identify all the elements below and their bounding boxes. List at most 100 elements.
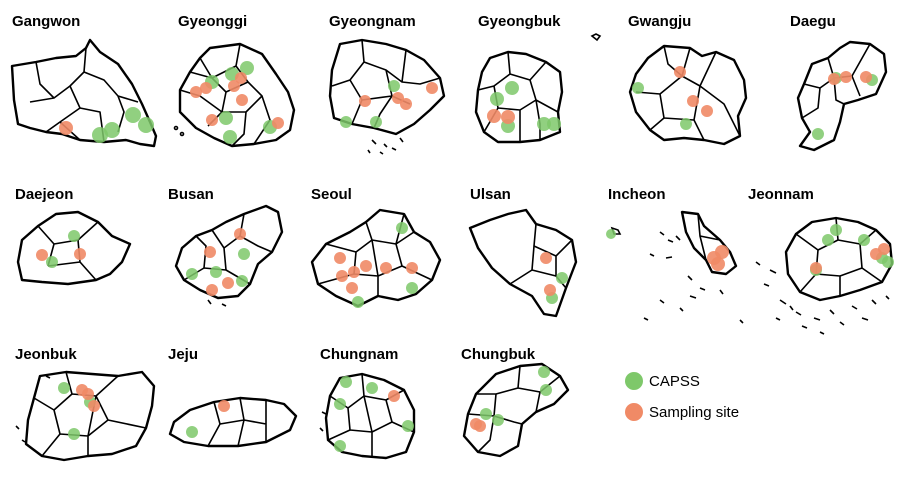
- capss-marker-seoul: [352, 296, 364, 308]
- sampling-marker-jeonnam: [878, 243, 890, 255]
- sampling-marker-busan: [222, 277, 234, 289]
- region-map-chungnam: [319, 372, 416, 460]
- sampling-marker-incheon: [711, 257, 725, 271]
- region-map-gwangju: [590, 33, 748, 146]
- panel-title-gyeongnam: Gyeongnam: [329, 13, 416, 30]
- legend-sampling-label: Sampling site: [649, 404, 739, 421]
- sampling-marker-gyeongnam: [400, 98, 412, 110]
- panel-title-gangwon: Gangwon: [12, 13, 80, 30]
- panel-title-chungnam: Chungnam: [320, 346, 398, 363]
- sampling-marker-daegu: [828, 73, 840, 85]
- capss-marker-gyeongbuk: [537, 117, 551, 131]
- legend-sampling-swatch: [625, 403, 643, 421]
- capss-marker-chungnam: [366, 382, 378, 394]
- capss-marker-daegu: [812, 128, 824, 140]
- sampling-marker-seoul: [380, 262, 392, 274]
- sampling-marker-chungbuk: [474, 420, 486, 432]
- capss-marker-gyeongbuk: [490, 92, 504, 106]
- capss-marker-seoul: [406, 282, 418, 294]
- panel-title-gyeonggi: Gyeonggi: [178, 13, 247, 30]
- capss-marker-gangwon: [138, 117, 154, 133]
- sampling-marker-gyeonggi: [200, 82, 212, 94]
- region-map-daegu: [796, 40, 888, 152]
- capss-marker-gyeongnam: [388, 80, 400, 92]
- capss-marker-jeonnam: [822, 234, 834, 246]
- sampling-marker-daejeon: [36, 249, 48, 261]
- capss-marker-incheon: [606, 229, 616, 239]
- sampling-marker-ulsan: [544, 284, 556, 296]
- capss-marker-chungnam: [334, 440, 346, 452]
- capss-marker-busan: [186, 268, 198, 280]
- capss-marker-daejeon: [68, 230, 80, 242]
- sampling-marker-gangwon: [59, 121, 73, 135]
- sampling-marker-gyeonggi: [228, 80, 240, 92]
- capss-marker-jeonnam: [858, 234, 870, 246]
- sampling-marker-gyeongnam: [359, 95, 371, 107]
- sampling-marker-jeonbuk: [82, 388, 94, 400]
- capss-marker-chungnam: [402, 420, 414, 432]
- capss-marker-jeonbuk: [68, 428, 80, 440]
- sampling-marker-busan: [204, 246, 216, 258]
- region-map-incheon: [606, 210, 744, 324]
- sampling-marker-gyeongbuk: [487, 109, 501, 123]
- sampling-marker-gyeonggi: [272, 117, 284, 129]
- region-map-gangwon: [10, 38, 158, 148]
- sampling-marker-jeju: [218, 400, 230, 412]
- region-map-daejeon: [16, 210, 132, 286]
- panel-title-ulsan: Ulsan: [470, 186, 511, 203]
- capss-marker-busan: [210, 266, 222, 278]
- capss-marker-gwangju: [632, 82, 644, 94]
- sampling-marker-incheon: [715, 245, 729, 259]
- sampling-marker-gwangju: [674, 66, 686, 78]
- sampling-marker-busan: [234, 228, 246, 240]
- legend: CAPSS Sampling site: [625, 372, 739, 421]
- capss-marker-busan: [236, 275, 248, 287]
- capss-marker-busan: [238, 248, 250, 260]
- region-map-ulsan: [468, 208, 578, 318]
- capss-marker-gangwon: [125, 107, 141, 123]
- sampling-marker-seoul: [406, 262, 418, 274]
- panel-title-incheon: Incheon: [608, 186, 666, 203]
- sampling-marker-chungnam: [388, 390, 400, 402]
- capss-marker-gwangju: [680, 118, 692, 130]
- region-map-gyeongbuk: [474, 50, 564, 144]
- sampling-marker-jeonnam: [810, 262, 822, 274]
- panel-title-daejeon: Daejeon: [15, 186, 73, 203]
- region-map-jeju: [168, 396, 298, 448]
- sampling-marker-daegu: [860, 71, 872, 83]
- sampling-marker-gyeongnam: [426, 82, 438, 94]
- region-map-busan: [174, 204, 284, 307]
- sampling-marker-gyeonggi: [236, 94, 248, 106]
- region-map-jeonnam: [755, 216, 894, 335]
- sampling-marker-ulsan: [540, 252, 552, 264]
- sampling-marker-gyeonggi: [235, 72, 247, 84]
- capss-marker-jeju: [186, 426, 198, 438]
- sampling-marker-daegu: [840, 71, 852, 83]
- sampling-marker-jeonbuk: [88, 400, 100, 412]
- capss-marker-chungbuk: [480, 408, 492, 420]
- sampling-marker-seoul: [346, 282, 358, 294]
- capss-marker-gyeongbuk: [547, 117, 561, 131]
- sampling-marker-gyeonggi: [190, 86, 202, 98]
- capss-marker-seoul: [396, 222, 408, 234]
- sampling-marker-seoul: [336, 270, 348, 282]
- panel-title-jeonnam: Jeonnam: [748, 186, 814, 203]
- panel-title-chungbuk: Chungbuk: [461, 346, 536, 363]
- legend-capss-label: CAPSS: [649, 373, 700, 390]
- panel-title-gyeongbuk: Gyeongbuk: [478, 13, 561, 30]
- sampling-marker-seoul: [348, 266, 360, 278]
- capss-marker-gangwon: [104, 122, 120, 138]
- capss-marker-jeonnam: [830, 224, 842, 236]
- sampling-marker-gyeongbuk: [501, 110, 515, 124]
- sampling-marker-gwangju: [701, 105, 713, 117]
- capss-marker-gyeonggi: [219, 111, 233, 125]
- sampling-marker-daejeon: [74, 248, 86, 260]
- capss-marker-chungbuk: [538, 366, 550, 378]
- sampling-marker-busan: [206, 284, 218, 296]
- capss-marker-chungnam: [340, 376, 352, 388]
- sampling-marker-gwangju: [687, 95, 699, 107]
- panel-title-gwangju: Gwangju: [628, 13, 691, 30]
- capss-marker-chungbuk: [540, 384, 552, 396]
- capss-marker-gangwon: [92, 127, 108, 143]
